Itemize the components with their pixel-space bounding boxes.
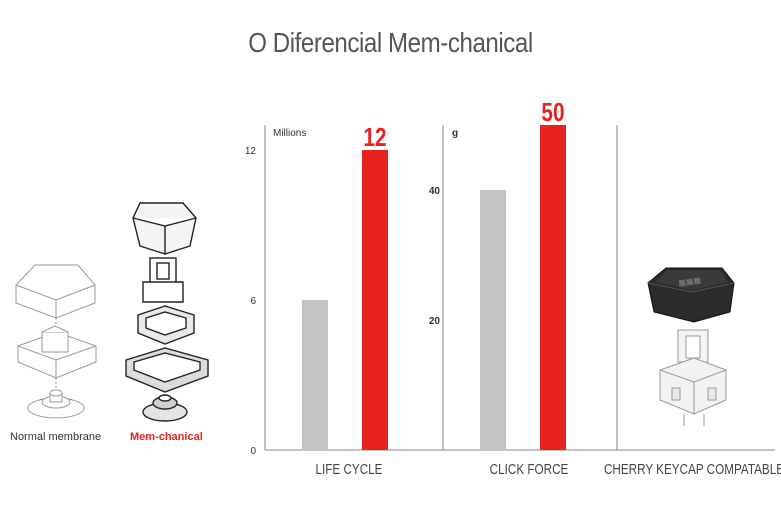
chart-life-cycle: Millions 12 0 6 12 — [245, 123, 443, 457]
y-tick-label: 20 — [429, 316, 441, 327]
y-tick-label: 0 — [250, 446, 256, 457]
data-label: 50 — [541, 98, 564, 127]
normal-membrane-label: Normal membrane — [10, 431, 102, 443]
chart-click-force: g 50 20 40 — [429, 98, 617, 451]
page-title: O Diferencial Mem-chanical — [248, 27, 533, 58]
memchanical-switch-exploded-icon — [125, 202, 209, 422]
x-category-label: CLICK FORCE — [489, 461, 569, 478]
svg-text:▦▦▦: ▦▦▦ — [678, 275, 702, 287]
cherry-stem-icon — [659, 329, 727, 426]
x-category-label: LIFE CYCLE — [315, 461, 383, 478]
y-tick-label: 40 — [429, 186, 441, 197]
y-axis-label: Millions — [273, 128, 306, 139]
bar-memchanical — [362, 150, 388, 450]
bar-normal — [302, 300, 328, 450]
y-tick-label: 6 — [250, 296, 256, 307]
data-label: 12 — [363, 123, 386, 152]
y-axis-label: g — [452, 128, 458, 139]
y-tick-label: 12 — [245, 146, 257, 157]
bar-memchanical — [540, 125, 566, 450]
membrane-switch-exploded-icon — [15, 264, 97, 419]
cherry-keycap-icon: ▦▦▦ — [647, 267, 735, 323]
memchanical-label: Mem-chanical — [130, 431, 203, 443]
cherry-panel: ▦▦▦ — [616, 125, 775, 451]
cherry-keycap-label: CHERRY KEYCAP COMPATABLE — [603, 461, 781, 478]
bar-normal — [480, 190, 506, 450]
